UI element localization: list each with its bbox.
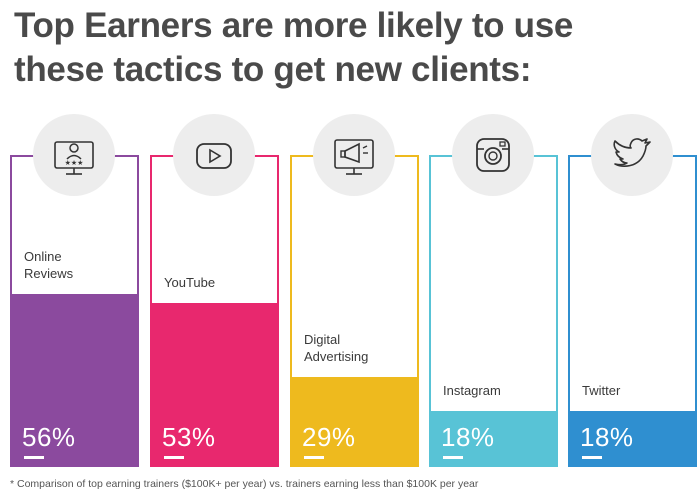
category-label-line: Instagram [443, 383, 501, 398]
category-label-line: Reviews [24, 266, 74, 281]
value-underline [304, 456, 324, 459]
instagram-icon [452, 114, 534, 196]
category-label: Digital Advertising [304, 331, 414, 365]
twitter-icon [591, 114, 673, 196]
bar-column-instagram: Instagram 18% [429, 155, 558, 467]
value-label: 53% [162, 422, 216, 452]
bar-fill [290, 377, 419, 467]
category-label-line: Online [24, 249, 62, 264]
value-underline [582, 456, 602, 459]
category-label-line: YouTube [164, 275, 216, 290]
category-label-line: Digital [304, 332, 341, 347]
category-label-line: Advertising [304, 349, 369, 364]
bar-fill [10, 294, 139, 467]
value-label: 56% [22, 422, 76, 452]
svg-text:★★★: ★★★ [65, 159, 84, 167]
category-label: Twitter [582, 382, 692, 399]
value-underline [24, 456, 44, 459]
category-label-line: Twitter [582, 383, 621, 398]
value-label: 29% [302, 422, 356, 452]
value-label: 18% [580, 422, 634, 452]
value-underline [443, 456, 463, 459]
bar-column-online-reviews: Online Reviews 56% [10, 155, 139, 467]
bar-fill [150, 303, 279, 467]
bar-column-youtube: YouTube 53% [150, 155, 279, 467]
value-label: 18% [441, 422, 495, 452]
title-line-1: Top Earners are more likely to use [14, 6, 574, 45]
category-label: Instagram [443, 382, 553, 399]
category-label: YouTube [164, 274, 274, 291]
bar-column-twitter: Twitter 18% [568, 155, 697, 467]
category-label: Online Reviews [24, 248, 134, 282]
youtube-icon [173, 114, 255, 196]
bar-column-digital-advertising: Digital Advertising 29% [290, 155, 419, 467]
value-underline [164, 456, 184, 459]
page-title: Top Earners are more likely to use these… [14, 4, 694, 92]
megaphone-monitor-icon [313, 114, 395, 196]
footnote: * Comparison of top earning trainers ($1… [10, 478, 479, 490]
title-line-2: these tactics to get new clients: [14, 50, 532, 89]
review-monitor-icon: ★★★ [33, 114, 115, 196]
